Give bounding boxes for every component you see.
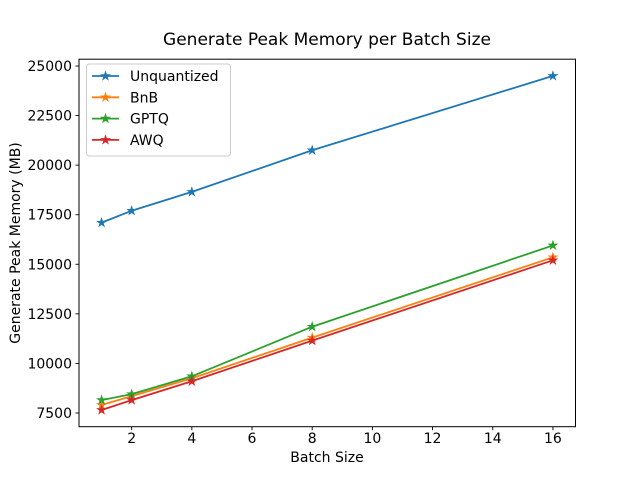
star-marker-awq [96, 404, 108, 415]
x-tick-label: 4 [187, 431, 196, 447]
legend-star-marker [99, 112, 112, 124]
star-marker-awq [126, 394, 138, 405]
star-marker-unquantized [126, 204, 138, 216]
y-tick-label: 12500 [27, 307, 72, 323]
star-marker-unquantized [186, 186, 198, 197]
legend-star-marker [99, 70, 112, 81]
y-tick-label: 22500 [27, 109, 72, 125]
star-marker-unquantized [547, 70, 559, 81]
x-axis-label: Batch Size [290, 450, 363, 466]
y-tick-label: 10000 [27, 356, 72, 372]
legend-star-marker [99, 134, 112, 145]
x-tick-label: 12 [424, 431, 442, 447]
x-tick-label: 8 [308, 431, 317, 447]
x-tick-label: 14 [484, 431, 502, 447]
y-axis-label: Generate Peak Memory (MB) [8, 142, 24, 344]
y-tick-label: 25000 [27, 59, 72, 75]
y-tick-label: 17500 [27, 208, 72, 224]
y-tick-label: 20000 [27, 158, 72, 174]
plot-frame [78, 58, 576, 428]
star-marker-unquantized [306, 144, 318, 155]
chart-title: Generate Peak Memory per Batch Size [163, 30, 491, 50]
star-marker-awq [306, 334, 318, 346]
star-marker-gptq [96, 394, 108, 405]
legend-label-awq: AWQ [130, 133, 164, 149]
star-marker-gptq [126, 388, 138, 399]
legend-star-marker [99, 91, 112, 102]
x-tick-label: 10 [363, 431, 381, 447]
x-tick-label: 6 [248, 431, 257, 447]
star-marker-gptq [547, 239, 559, 251]
y-tick-label: 15000 [27, 257, 72, 273]
legend-label-bnb: BnB [130, 90, 158, 106]
x-tick-label: 16 [544, 431, 562, 447]
y-tick-label: 7500 [36, 406, 72, 422]
star-marker-unquantized [96, 216, 108, 228]
star-marker-awq [186, 375, 198, 386]
star-marker-awq [547, 254, 559, 265]
legend-label-unquantized: Unquantized [130, 69, 219, 85]
star-marker-gptq [306, 320, 318, 332]
legend-label-gptq: GPTQ [130, 112, 169, 128]
legend-box [86, 63, 231, 157]
x-tick-label: 2 [127, 431, 136, 447]
